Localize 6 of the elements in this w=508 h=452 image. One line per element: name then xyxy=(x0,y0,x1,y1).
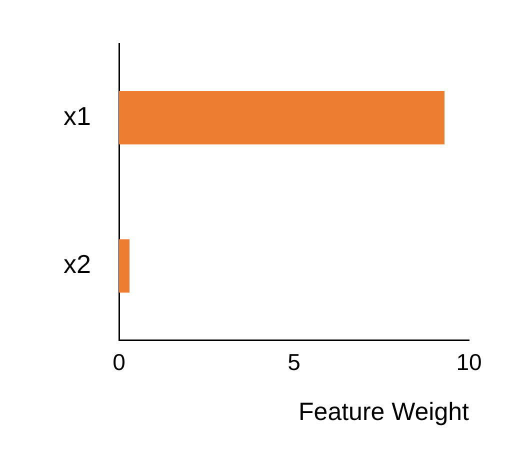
x-tick-label: 10 xyxy=(456,349,482,376)
y-tick-label: x1 xyxy=(64,100,91,131)
x-tick-label: 5 xyxy=(288,349,300,376)
x-axis-title: Feature Weight xyxy=(298,398,470,426)
x-tick-label: 0 xyxy=(112,349,126,376)
y-tick-label: x2 xyxy=(64,249,91,280)
